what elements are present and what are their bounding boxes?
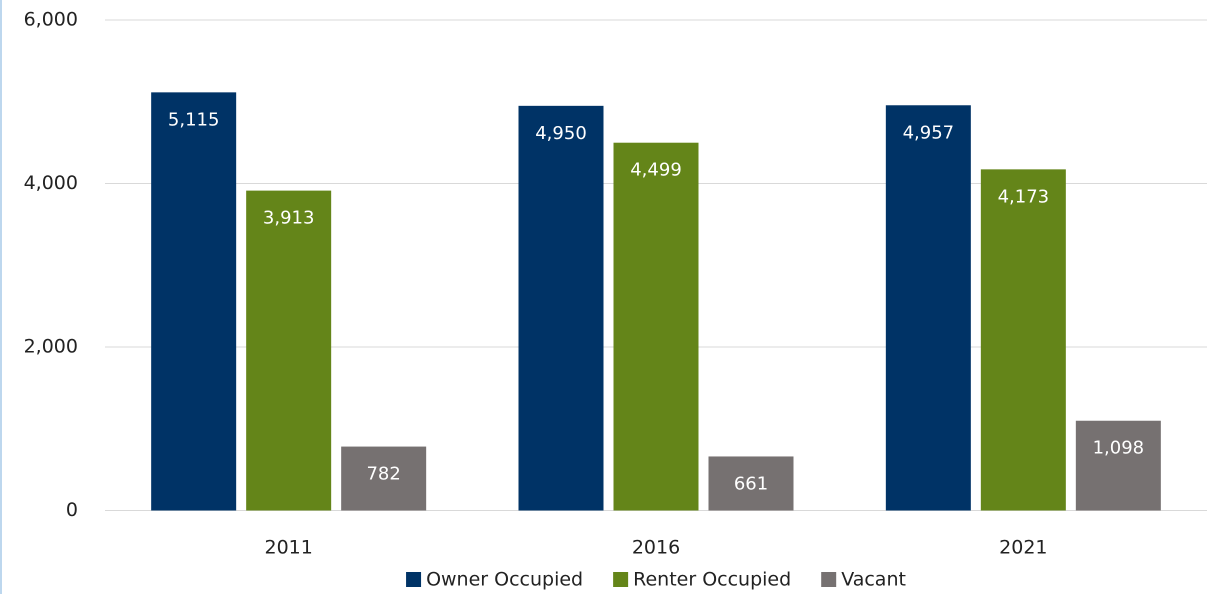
bar xyxy=(708,456,794,511)
data-label: 4,957 xyxy=(903,122,955,143)
data-label: 1,098 xyxy=(1093,438,1145,459)
bar xyxy=(341,446,427,511)
x-tick-label: 2011 xyxy=(264,537,312,559)
data-label: 5,115 xyxy=(168,109,220,130)
data-label: 4,173 xyxy=(998,186,1050,207)
x-tick-label: 2016 xyxy=(632,537,680,559)
bar xyxy=(151,92,237,511)
bar xyxy=(246,190,332,511)
data-label: 3,913 xyxy=(263,208,315,229)
bar xyxy=(613,142,699,511)
bar xyxy=(885,105,971,511)
bar xyxy=(518,105,604,511)
legend-swatch xyxy=(821,572,837,587)
bar xyxy=(980,169,1066,511)
y-tick-label: 0 xyxy=(66,499,78,521)
y-tick-label: 6,000 xyxy=(24,9,78,31)
legend-label: Vacant xyxy=(841,569,906,591)
bar xyxy=(1075,420,1161,511)
legend-swatch xyxy=(406,572,422,587)
x-tick-label: 2021 xyxy=(999,537,1047,559)
legend-swatch xyxy=(613,572,629,587)
data-label: 782 xyxy=(366,464,400,485)
y-tick-label: 2,000 xyxy=(24,336,78,358)
legend-label: Renter Occupied xyxy=(633,569,791,591)
y-tick-label: 4,000 xyxy=(24,172,78,194)
data-label: 661 xyxy=(734,473,768,494)
legend-label: Owner Occupied xyxy=(426,569,583,591)
data-label: 4,950 xyxy=(535,123,587,144)
data-label: 4,499 xyxy=(630,160,682,181)
